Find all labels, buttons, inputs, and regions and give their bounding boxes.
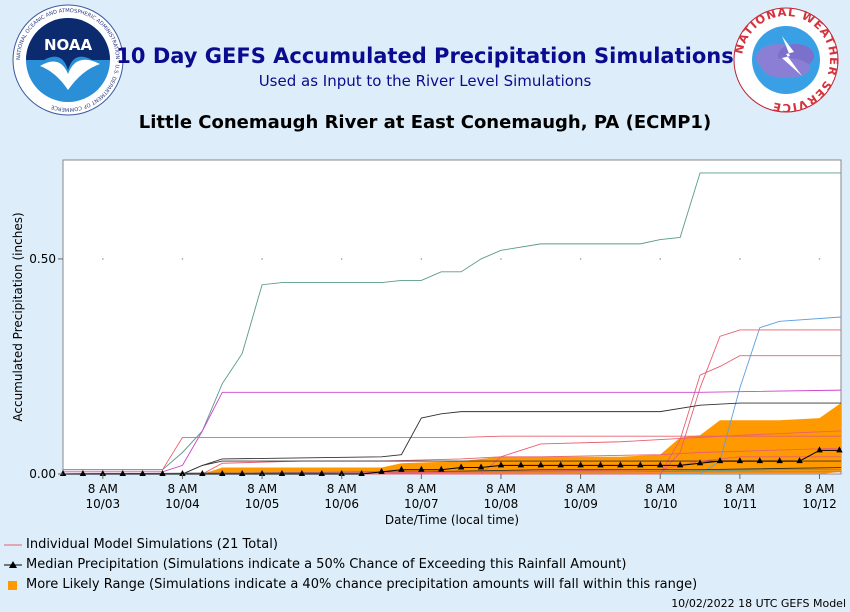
median-point: [179, 470, 186, 476]
median-point: [298, 470, 306, 476]
x-tick-label-time: 8 AM: [88, 482, 118, 496]
median-point: [318, 470, 326, 476]
median-point: [617, 461, 624, 468]
legend-median-swatch: [4, 560, 22, 568]
page-subtitle: Used as Input to the River Level Simulat…: [258, 72, 592, 90]
median-point: [398, 465, 405, 472]
median-point: [338, 470, 345, 476]
nws-logo: NATIONAL WEATHER SERVICE: [732, 6, 840, 114]
x-tick-label-date: 10/03: [86, 497, 121, 511]
grid-dot: [261, 258, 263, 260]
median-point: [238, 470, 246, 476]
y-axis-label: Accumulated Precipitation (inches): [11, 212, 25, 421]
median-point: [457, 463, 465, 470]
page-title: 10 Day GEFS Accumulated Precipitation Si…: [116, 44, 734, 68]
noaa-logo: NATIONAL OCEANIC AND ATMOSPHERIC ADMINIS…: [12, 4, 124, 116]
median-point: [418, 465, 425, 472]
grid-dot: [420, 258, 423, 260]
median-point: [657, 461, 664, 468]
grid-dot: [500, 258, 502, 260]
x-tick-label-date: 10/09: [563, 497, 598, 511]
median-point: [497, 461, 505, 468]
model-run-footer: 10/02/2022 18 UTC GEFS Model: [671, 597, 846, 610]
y-tick-label: 0.00: [29, 467, 56, 481]
x-tick-label-time: 8 AM: [406, 482, 436, 496]
simulation-line-10: [63, 460, 841, 475]
x-tick-label-time: 8 AM: [566, 482, 596, 496]
grid-dot: [818, 258, 821, 260]
grid-dot: [181, 258, 184, 260]
median-point: [159, 470, 166, 476]
grid-dot: [659, 258, 662, 260]
x-tick-label-time: 8 AM: [725, 482, 755, 496]
legend-range-label: More Likely Range (Simulations indicate …: [26, 577, 698, 592]
median-point: [816, 446, 823, 453]
median-point: [696, 459, 704, 466]
median-point: [219, 470, 226, 476]
median-point: [637, 461, 644, 468]
legend-median: Median Precipitation (Simulations indica…: [4, 557, 626, 572]
median-point: [378, 467, 385, 474]
median-point: [258, 470, 266, 476]
x-axis-label: Date/Time (local time): [385, 513, 519, 527]
legend-range: More Likely Range (Simulations indicate …: [4, 577, 697, 592]
simulation-line-1: [63, 172, 841, 471]
grid-dot: [340, 258, 343, 260]
median-point: [537, 461, 544, 468]
median-point: [99, 470, 107, 476]
grid-dot: [579, 258, 582, 260]
x-tick-label-time: 8 AM: [486, 482, 516, 496]
plot-area: [62, 159, 842, 475]
median-point: [477, 463, 485, 470]
legend-individual-label: Individual Model Simulations (21 Total): [26, 537, 278, 552]
x-tick-label-date: 10/12: [802, 497, 837, 511]
x-tick-label-date: 10/06: [324, 497, 359, 511]
simulation-line-8: [63, 430, 842, 475]
median-point: [597, 461, 604, 468]
median-point: [358, 470, 365, 476]
x-tick-label-time: 8 AM: [247, 482, 277, 496]
station-name: Little Conemaugh River at East Conemaugh…: [138, 112, 712, 133]
median-point: [119, 470, 126, 476]
median-point: [716, 457, 724, 464]
median-point: [557, 461, 564, 468]
x-tick-label-time: 8 AM: [804, 482, 834, 496]
y-tick-label: 0.50: [29, 252, 56, 266]
grid-dot: [102, 258, 104, 260]
x-tick-label-date: 10/08: [484, 497, 519, 511]
x-tick-label-time: 8 AM: [327, 482, 357, 496]
simulation-line-9: [63, 447, 842, 475]
median-point: [577, 461, 584, 468]
legend-individual: Individual Model Simulations (21 Total): [4, 537, 278, 552]
legend-median-label: Median Precipitation (Simulations indica…: [26, 557, 627, 572]
median-point: [79, 470, 87, 476]
median-point: [756, 457, 763, 464]
x-tick-label-date: 10/11: [723, 497, 758, 511]
grid-dot: [739, 258, 741, 260]
simulation-line-6: [63, 435, 841, 471]
median-point: [736, 457, 744, 464]
median-point: [836, 446, 843, 453]
legend-range-swatch: [8, 580, 17, 590]
median-line: [63, 449, 840, 475]
median-point: [676, 461, 684, 468]
x-tick-label-time: 8 AM: [167, 482, 197, 496]
x-tick-label-time: 8 AM: [645, 482, 675, 496]
median-point: [776, 457, 783, 464]
x-tick-label-date: 10/10: [643, 497, 678, 511]
noaa-logo-text: NOAA: [44, 36, 93, 54]
simulation-line-2: [63, 316, 842, 475]
likely-range-band: [63, 403, 841, 474]
legend-individual-swatch: [4, 544, 22, 545]
x-tick-label-date: 10/05: [245, 497, 280, 511]
median-point: [517, 461, 525, 468]
median-point: [796, 457, 803, 464]
median-point: [278, 470, 286, 476]
x-tick-label-date: 10/04: [165, 497, 200, 511]
x-tick-label-date: 10/07: [404, 497, 439, 511]
median-point: [438, 465, 445, 472]
median-point: [139, 470, 146, 476]
median-point: [199, 470, 206, 476]
